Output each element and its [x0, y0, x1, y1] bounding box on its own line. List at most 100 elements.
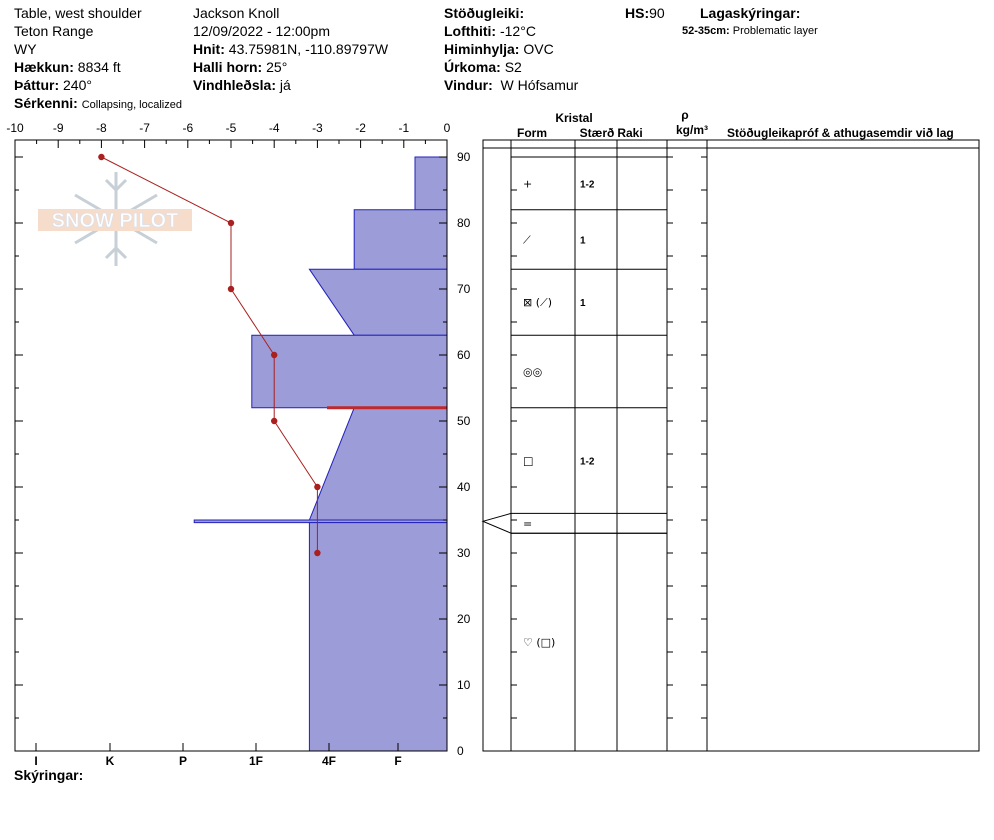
crystal-header: Kristal: [555, 111, 592, 125]
layer-table: Kristal Form Stærð Raki ρkg/m³ Stöðugleikapró…: [481, 108, 980, 752]
density-symbol: ρ: [681, 108, 688, 122]
hardness-tick-label: K: [106, 754, 115, 768]
layer-note-text: Problematic layer: [732, 25, 818, 37]
temperature-point: [314, 549, 321, 557]
air-temperature: Lofthiti: -12°C: [444, 22, 536, 40]
temperature-point: [227, 285, 235, 293]
hardness-layer-1: [353, 209, 448, 270]
size-header: Stærð: [580, 126, 615, 140]
wind-label: Vindur:: [444, 77, 493, 93]
depth-tick-label: 70: [457, 282, 471, 296]
stability: Stöðugleiki:: [444, 4, 524, 22]
temp-tick-label: -5: [226, 121, 237, 135]
layer-note-range: 52-35cm:: [682, 25, 730, 37]
temp-tick-label: -1: [398, 121, 409, 135]
hardness-tick-label: F: [394, 754, 401, 768]
coords-value: 43.75981N, -110.89797W: [228, 41, 389, 57]
form-header: Form: [517, 126, 547, 140]
depth-tick-label: 60: [457, 348, 471, 362]
snow-height: HS:90: [625, 4, 665, 22]
hardness-layer-6: [308, 522, 448, 752]
features-label: Sérkenni:: [14, 95, 78, 111]
aspect-value: 240°: [63, 77, 92, 93]
location-name: Table, west shoulder: [14, 5, 142, 21]
temp-tick-label: -8: [96, 121, 107, 135]
hardness-profile: [193, 156, 448, 752]
temp-tick-label: -10: [6, 121, 24, 135]
sky-label: Himinhylja:: [444, 41, 520, 57]
table-frame: [482, 139, 980, 752]
depth-tick-label: 90: [457, 150, 471, 164]
layer-form-5: =: [523, 517, 532, 530]
hardness-tick-label: I: [34, 754, 37, 768]
slope-angle: Halli horn: 25°: [193, 58, 287, 76]
wind-loading: Vindhleðsla: já: [193, 76, 291, 94]
precip-value: S2: [504, 59, 522, 75]
temp-tick-label: -2: [355, 121, 366, 135]
temp-tick-label: -4: [269, 121, 280, 135]
tests-header: Stöðugleikapróf & athugasemdir við lag: [727, 126, 954, 140]
hardness-layer-2: [308, 268, 448, 336]
aspect: Þáttur: 240°: [14, 76, 92, 94]
elevation-label: Hækkun:: [14, 59, 74, 75]
temp-tick-label: -3: [312, 121, 323, 135]
hardness-tick-label: P: [179, 754, 187, 768]
depth-tick-label: 10: [457, 678, 471, 692]
slope-value: 25°: [266, 59, 288, 75]
temp-tick-label: 0: [444, 121, 451, 135]
wind-loading-value: já: [279, 77, 291, 93]
layer-size-2: 1: [580, 298, 586, 309]
profile-axes: -10 -9 -8 -7 -6 -5 -4 -3 -2 -1 0010203040506070809…: [6, 121, 470, 768]
temp-tick-label: -9: [53, 121, 64, 135]
hardness-tick-label: 1F: [249, 754, 263, 768]
precip-label: Úrkoma:: [444, 59, 501, 75]
elevation: Hækkun: 8834 ft: [14, 58, 121, 76]
layer-form-4: □: [523, 455, 533, 468]
snowpilot-logo: SNOW PILOT: [38, 172, 192, 266]
sky-value: OVC: [523, 41, 554, 57]
hs-label: HS:: [625, 5, 650, 21]
layer-form-6: ♡ (□): [523, 636, 555, 649]
observer-name: Jackson Knoll: [193, 5, 280, 21]
sky-cover: Himinhylja: OVC: [444, 40, 554, 58]
layer-note: 52-35cm: Problematic layer: [682, 22, 818, 40]
wind-value: W Hófsamur: [500, 77, 579, 93]
features: Sérkenni: Collapsing, localized: [14, 94, 182, 114]
temperature-point: [271, 417, 278, 425]
hardness-tick-label: 4F: [322, 754, 336, 768]
temperature-point: [227, 219, 235, 227]
moisture-header: Raki: [617, 126, 642, 140]
hs-value: 90: [649, 5, 665, 21]
stability-label: Stöðugleiki:: [444, 5, 525, 21]
temp-tick-label: -6: [182, 121, 193, 135]
air-temp-value: -12°C: [499, 23, 536, 39]
observation-datetime: 12/09/2022 - 12:00pm: [193, 23, 330, 39]
coordinates: Hnit: 43.75981N, -110.89797W: [193, 40, 388, 58]
layer-form-0: +: [523, 177, 532, 190]
notes: Skýringar:: [14, 766, 83, 784]
depth-tick-label: 50: [457, 414, 471, 428]
thin-layer-connector: [481, 512, 512, 534]
layer-form-1: ⟋: [523, 234, 531, 247]
hardness-layer-3: [251, 334, 448, 409]
temp-tick-label: -7: [139, 121, 150, 135]
aspect-label: Þáttur:: [14, 77, 60, 93]
coords-label: Hnit:: [193, 41, 225, 57]
layer-form-3: ◎◎: [523, 366, 542, 379]
temperature-point: [98, 153, 105, 161]
layer-size-4: 1-2: [580, 457, 595, 468]
depth-tick-label: 40: [457, 480, 471, 494]
hardness-layer-0: [414, 156, 448, 211]
layer-form-2: ⊠ (⟋): [523, 296, 552, 309]
density-unit: kg/m³: [676, 123, 708, 137]
mountain-range: Teton Range: [14, 23, 94, 39]
wind: Vindur: W Hófsamur: [444, 76, 578, 94]
precipitation: Úrkoma: S2: [444, 58, 522, 76]
temperature-point: [271, 351, 278, 359]
layer-size-0: 1-2: [580, 179, 595, 190]
slope-label: Halli horn:: [193, 59, 263, 75]
depth-tick-label: 0: [457, 744, 464, 758]
features-value: Collapsing, localized: [81, 99, 182, 111]
layer-size-1: 1: [580, 236, 586, 247]
wind-loading-label: Vindhleðsla:: [193, 77, 276, 93]
